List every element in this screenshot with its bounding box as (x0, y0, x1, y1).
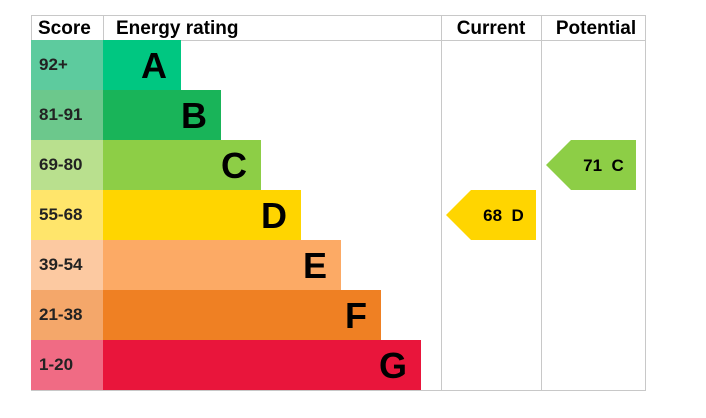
score-cell-a (31, 40, 103, 90)
score-label-c: 69-80 (39, 155, 82, 174)
band-letter-e: E (303, 245, 327, 286)
band-row-b: 81-91 B (31, 90, 221, 140)
band-row-d: 55-68 D (31, 190, 301, 240)
score-label-a: 92+ (39, 55, 68, 74)
band-letter-d: D (261, 195, 287, 236)
band-row-a: 92+ A (31, 40, 181, 90)
energy-rating-header: Energy rating (116, 18, 238, 39)
band-bar-d (103, 190, 301, 240)
band-row-c: 69-80 C (31, 140, 261, 190)
band-letter-a: A (141, 45, 167, 86)
band-row-g: 1-20 G (31, 340, 421, 390)
score-label-g: 1-20 (39, 355, 73, 374)
band-bar-f (103, 290, 381, 340)
band-letter-f: F (345, 295, 367, 336)
band-row-e: 39-54 E (31, 240, 341, 290)
current-header: Current (457, 18, 526, 39)
score-cell-c (31, 140, 103, 190)
score-label-b: 81-91 (39, 105, 82, 124)
current-rating-arrow (446, 190, 536, 240)
score-label-e: 39-54 (39, 255, 83, 274)
band-bar-g (103, 340, 421, 390)
score-cell-b (31, 90, 103, 140)
band-letter-b: B (181, 95, 207, 136)
band-bar-a (103, 40, 181, 90)
band-row-f: 21-38 F (31, 290, 381, 340)
band-bar-c (103, 140, 261, 190)
potential-rating-arrow (546, 140, 636, 190)
score-header: Score (38, 18, 91, 39)
score-cell-d (31, 190, 103, 240)
rating-bands: 92+ A 81-91 B 69-80 C 55-68 D 39-54 E 21-38 F 1-20 G (31, 40, 421, 390)
band-letter-g: G (379, 345, 407, 386)
score-label-f: 21-38 (39, 305, 82, 324)
score-cell-g (31, 340, 103, 390)
score-label-d: 55-68 (39, 205, 82, 224)
current-rating-label: 68 D (483, 206, 524, 225)
potential-rating-label: 71 C (583, 156, 624, 175)
potential-header: Potential (556, 18, 636, 39)
rating-indicators: 68 D 71 C (446, 140, 636, 240)
band-bar-e (103, 240, 341, 290)
band-letter-c: C (221, 145, 247, 186)
score-cell-f (31, 290, 103, 340)
score-cell-e (31, 240, 103, 290)
band-bar-b (103, 90, 221, 140)
